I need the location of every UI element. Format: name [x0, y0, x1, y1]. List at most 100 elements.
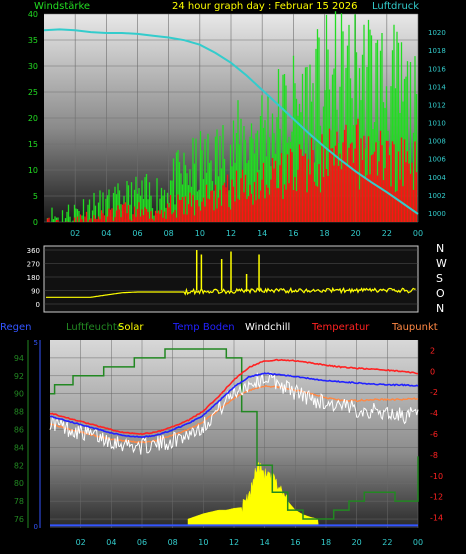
legend-temperature: Temperatur [311, 322, 370, 333]
temperature-tick-label: -6 [430, 430, 438, 439]
y-tick-label-right: 1018 [428, 47, 446, 55]
legend-solar: Solar [118, 322, 144, 333]
x-tick-label: 12 [229, 538, 239, 547]
pressure-line [43, 28, 419, 215]
y-tick-label-right: 1020 [428, 29, 446, 37]
dewpoint-line [49, 384, 419, 444]
x-tick-label: 02 [70, 229, 80, 238]
compass-label: N [436, 242, 444, 255]
left-axis-label: Windstärke [34, 1, 90, 12]
temperature-tick-label: 2 [430, 346, 435, 355]
x-tick-label: 00 [413, 538, 423, 547]
windchill-line [49, 371, 419, 455]
soil-temp-line [49, 372, 419, 439]
right-axis-label: Luftdruck [372, 1, 419, 12]
x-tick-label: 14 [257, 229, 267, 238]
temperature-tick-label: -12 [430, 493, 443, 502]
y-tick-label-right: 1000 [428, 210, 446, 218]
legend-dewpoint: Taupunkt [391, 322, 438, 333]
legend-rain: Regen [0, 322, 32, 333]
x-tick-label: 04 [101, 229, 111, 238]
wind-direction-series [46, 250, 416, 298]
humidity-tick-label: 78 [14, 497, 24, 506]
y-tick-label-right: 1002 [428, 192, 446, 200]
direction-tick-label: 0 [36, 301, 40, 309]
humidity-line [50, 348, 419, 520]
humidity-tick-label: 84 [14, 443, 24, 452]
y-tick-label-left: 15 [28, 140, 38, 149]
direction-tick-label: 180 [27, 274, 40, 282]
temperature-tick-label: -14 [430, 514, 443, 523]
y-tick-label-right: 1012 [428, 101, 446, 109]
temperature-grid [50, 340, 419, 528]
humidity-tick-label: 76 [14, 515, 24, 524]
wind-pressure-series [43, 11, 419, 222]
temperature-tick-label: -10 [430, 472, 443, 481]
y-tick-label-left: 20 [28, 114, 38, 123]
chart-title: 24 hour graph day : Februar 15 2026 [172, 1, 357, 12]
y-tick-label-right: 1014 [428, 83, 446, 91]
humidity-tick-label: 80 [14, 479, 24, 488]
y-tick-label-left: 25 [28, 88, 38, 97]
y-tick-label-left: 0 [33, 218, 38, 227]
compass-label: O [436, 287, 445, 300]
x-tick-label: 02 [76, 538, 86, 547]
x-tick-label: 08 [164, 229, 174, 238]
y-tick-label-left: 10 [28, 166, 38, 175]
humidity-tick-label: 94 [14, 354, 24, 363]
x-tick-label: 20 [351, 229, 361, 238]
x-tick-label: 00 [413, 229, 423, 238]
y-tick-label-right: 1004 [428, 174, 446, 182]
solar-area [187, 461, 319, 526]
direction-tick-label: 270 [27, 261, 40, 269]
compass-label: N [436, 302, 444, 315]
y-tick-label-right: 1016 [428, 65, 446, 73]
humidity-tick-label: 92 [14, 372, 24, 381]
x-tick-label: 18 [321, 538, 331, 547]
x-tick-label: 12 [226, 229, 236, 238]
x-tick-label: 10 [198, 538, 208, 547]
x-tick-label: 18 [319, 229, 329, 238]
wind-direction-line [46, 286, 416, 298]
y-tick-label-right: 1010 [428, 120, 446, 128]
x-tick-label: 06 [137, 538, 147, 547]
x-tick-label: 14 [260, 538, 270, 547]
humidity-tick-label: 88 [14, 408, 24, 417]
x-tick-label: 22 [382, 538, 392, 547]
y-tick-label-right: 1006 [428, 156, 446, 164]
x-tick-label: 04 [106, 538, 116, 547]
compass-label: W [436, 257, 447, 270]
humidity-tick-label: 90 [14, 390, 24, 399]
x-tick-label: 16 [288, 229, 298, 238]
compass-label: S [436, 272, 443, 285]
x-tick-label: 22 [382, 229, 392, 238]
temperature-tick-label: 0 [430, 367, 435, 376]
direction-tick-label: 90 [31, 288, 40, 296]
x-tick-label: 08 [168, 538, 178, 547]
x-tick-label: 16 [290, 538, 300, 547]
y-tick-label-left: 30 [28, 62, 38, 71]
y-tick-label-right: 1008 [428, 138, 446, 146]
temperature-tick-label: -2 [430, 388, 438, 397]
legend-soil-temp: Temp Boden [172, 322, 235, 333]
temperature-series [49, 348, 419, 527]
temperature-tick-label: -8 [430, 451, 438, 460]
humidity-tick-label: 86 [14, 426, 24, 435]
legend-humidity: Luftfeuchte [66, 322, 123, 333]
x-tick-label: 10 [195, 229, 205, 238]
y-tick-label-left: 35 [28, 36, 38, 45]
y-tick-label-left: 5 [33, 192, 38, 201]
x-tick-label: 20 [352, 538, 362, 547]
temperature-legend: Regen Luftfeuchte Solar Temp Boden Windc… [0, 322, 438, 333]
x-tick-label: 06 [132, 229, 142, 238]
rain-tick-label: 0 [34, 523, 38, 531]
y-tick-label-left: 40 [28, 10, 38, 19]
rain-tick-label: 5 [34, 339, 38, 347]
legend-windchill: Windchill [245, 322, 290, 333]
direction-tick-label: 360 [27, 247, 40, 255]
temperature-line [49, 358, 419, 436]
